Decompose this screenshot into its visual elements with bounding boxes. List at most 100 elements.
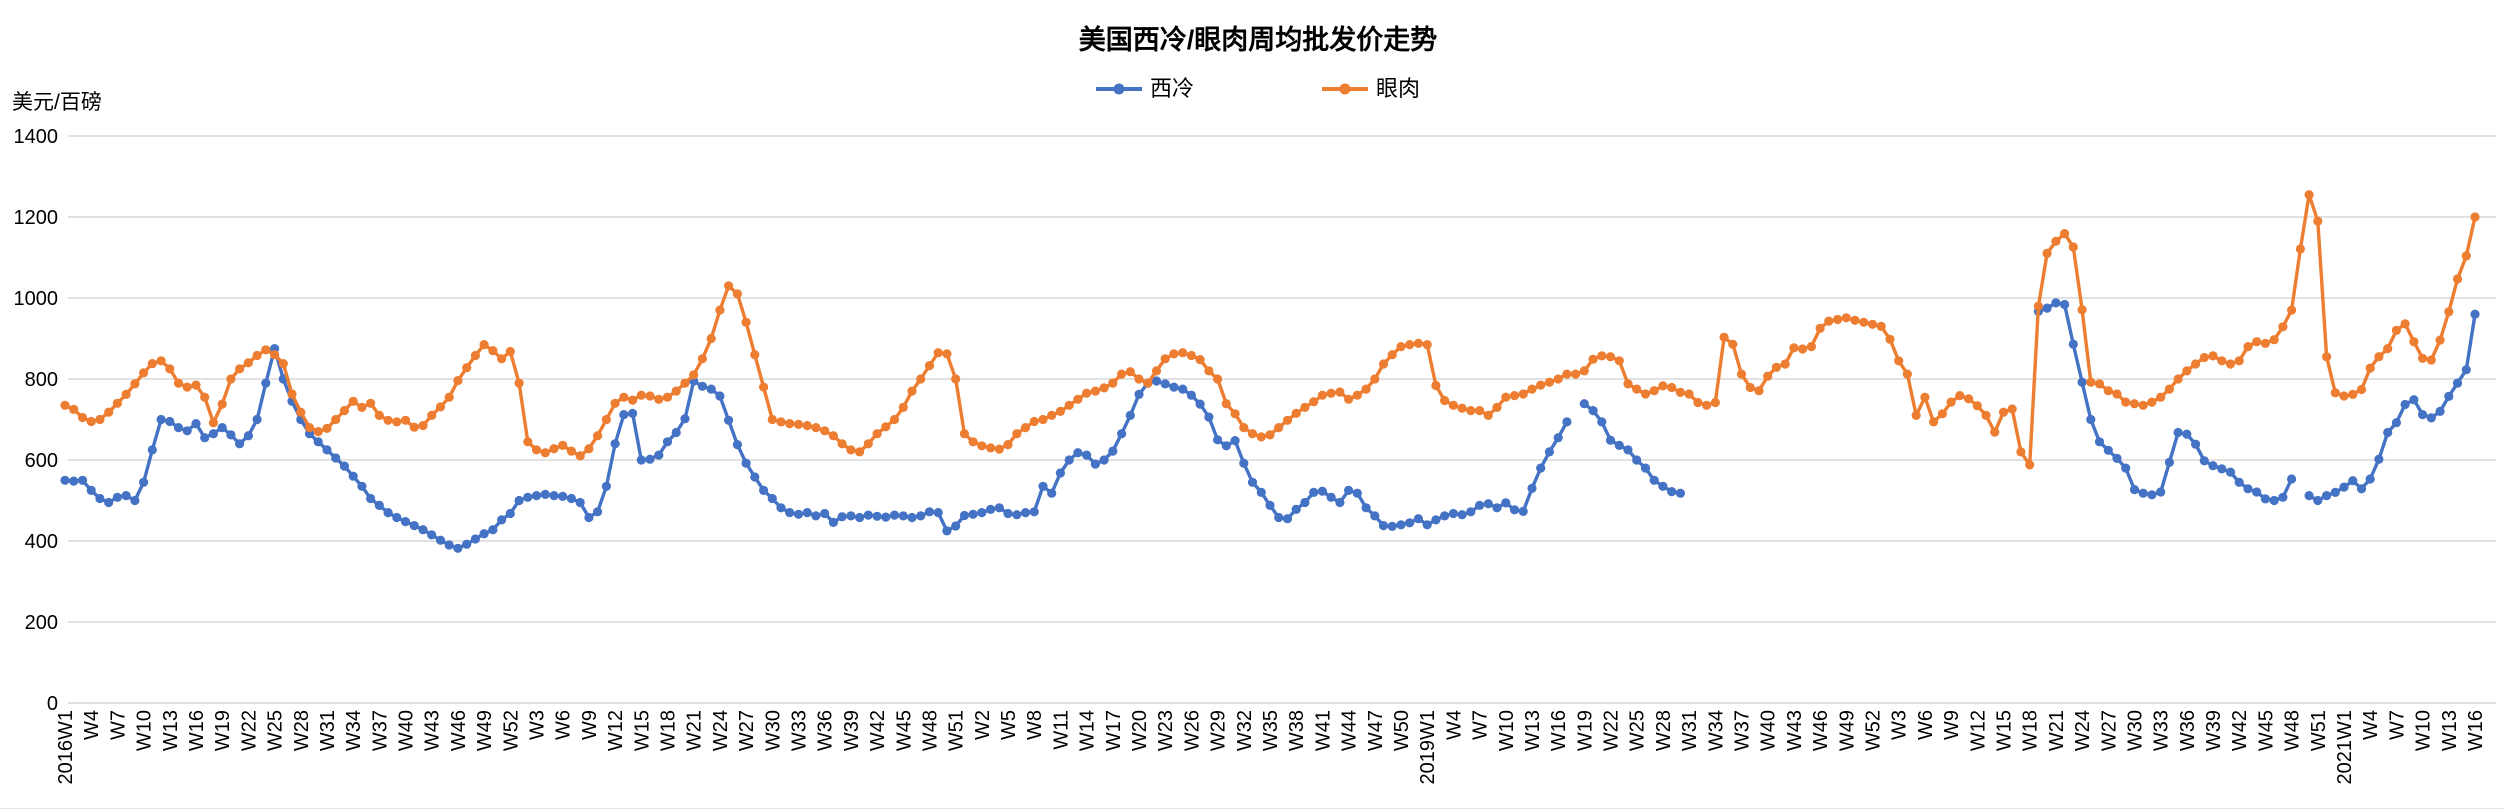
data-point-xileng — [1344, 485, 1354, 495]
data-point-yanrou — [1867, 319, 1878, 329]
data-point-xileng — [2191, 439, 2201, 449]
data-point-xileng — [1518, 506, 1528, 516]
data-point-yanrou — [959, 429, 970, 439]
data-point-yanrou — [907, 386, 917, 396]
x-tick-label: W5 — [998, 710, 1020, 740]
data-point-xileng — [776, 503, 786, 513]
data-point-xileng — [828, 517, 839, 528]
data-point-xileng — [514, 495, 524, 506]
data-point-yanrou — [1614, 356, 1624, 366]
data-point-yanrou — [1117, 369, 1127, 379]
data-point-xileng — [916, 511, 926, 521]
x-tick-label: W3 — [1889, 710, 1911, 740]
data-point-xileng — [1667, 487, 1677, 497]
data-point-yanrou — [1702, 400, 1712, 410]
data-point-yanrou — [252, 350, 262, 361]
data-point-yanrou — [147, 359, 157, 369]
data-point-yanrou — [1169, 349, 1179, 359]
data-point-xileng — [1256, 487, 1266, 497]
data-point-yanrou — [1579, 366, 1589, 376]
data-point-yanrou — [1466, 406, 1476, 416]
data-point-xileng — [470, 534, 480, 544]
data-point-yanrou — [2243, 342, 2253, 352]
data-point-xileng — [366, 493, 376, 504]
data-point-xileng — [86, 485, 96, 495]
data-point-yanrou — [392, 417, 402, 427]
data-point-yanrou — [1195, 355, 1205, 365]
x-tick-label: W34 — [1705, 710, 1727, 751]
data-point-yanrou — [2199, 352, 2209, 363]
data-point-xileng — [191, 419, 201, 429]
data-point-xileng — [1282, 514, 1293, 524]
series-xileng[interactable] — [60, 298, 2480, 553]
x-tick-label: W45 — [2255, 710, 2277, 751]
data-point-yanrou — [2252, 337, 2262, 347]
data-point-yanrou — [2007, 404, 2017, 414]
data-point-xileng — [69, 476, 79, 486]
data-point-yanrou — [191, 380, 201, 390]
data-point-yanrou — [1099, 383, 1109, 393]
x-tick-label: W27 — [736, 710, 758, 751]
data-point-yanrou — [1771, 362, 1781, 372]
data-point-xileng — [977, 507, 987, 518]
data-point-yanrou — [208, 418, 218, 428]
data-point-yanrou — [2461, 251, 2471, 261]
data-point-yanrou — [462, 363, 472, 373]
data-point-xileng — [2260, 494, 2270, 504]
data-point-xileng — [2086, 414, 2096, 425]
data-point-yanrou — [1806, 342, 1816, 352]
data-point-yanrou — [1632, 384, 1642, 394]
data-point-xileng — [1396, 520, 1406, 530]
data-point-yanrou — [785, 419, 795, 429]
data-point-xileng — [924, 507, 935, 517]
yanrou-line-marker-icon — [1322, 83, 1368, 95]
series-yanrou[interactable] — [60, 190, 2480, 470]
x-tick-label: W25 — [1627, 710, 1649, 751]
data-point-yanrou — [1361, 384, 1371, 394]
data-point-xileng — [837, 512, 847, 522]
data-point-yanrou — [2409, 337, 2419, 347]
data-point-xileng — [409, 521, 419, 531]
legend-item-yanrou[interactable]: 眼肉 — [1322, 78, 1420, 100]
data-point-yanrou — [776, 417, 786, 427]
data-point-xileng — [1055, 468, 1065, 478]
data-point-xileng — [2147, 490, 2157, 500]
y-tick-label: 200 — [25, 612, 58, 634]
x-tick-label: W16 — [2465, 710, 2487, 751]
x-tick-label: W26 — [1181, 710, 1203, 751]
data-point-xileng — [1300, 497, 1310, 508]
data-point-yanrou — [427, 410, 437, 420]
data-point-yanrou — [540, 448, 550, 458]
data-point-xileng — [1483, 499, 1493, 509]
data-point-xileng — [444, 540, 454, 550]
data-point-yanrou — [2452, 274, 2463, 284]
data-point-yanrou — [566, 446, 577, 456]
x-tick-label: W4 — [81, 710, 103, 740]
data-point-yanrou — [2426, 355, 2436, 365]
data-point-yanrou — [811, 423, 821, 433]
legend-item-xileng[interactable]: 西冷 — [1095, 78, 1194, 100]
data-point-yanrou — [1151, 366, 1162, 376]
data-point-xileng — [2348, 476, 2358, 486]
data-point-xileng — [584, 512, 594, 523]
data-point-xileng — [235, 439, 245, 449]
x-tick-label: W4 — [2360, 710, 2382, 740]
x-tick-label: W19 — [212, 710, 234, 751]
data-point-xileng — [994, 503, 1004, 513]
data-point-yanrou — [200, 392, 210, 402]
data-point-xileng — [60, 475, 70, 485]
data-point-xileng — [2138, 488, 2148, 498]
data-point-yanrou — [1326, 388, 1336, 398]
x-tick-label: W18 — [2020, 710, 2042, 751]
data-point-xileng — [1160, 379, 1170, 389]
data-point-xileng — [2313, 495, 2323, 506]
data-point-xileng — [1509, 505, 1520, 515]
data-point-yanrou — [619, 392, 629, 402]
data-point-yanrou — [1929, 417, 1939, 427]
data-point-xileng — [846, 511, 856, 521]
data-point-yanrou — [1719, 332, 1729, 342]
data-point-yanrou — [1658, 381, 1668, 391]
x-tick-label: W13 — [160, 710, 182, 751]
data-point-yanrou — [1370, 374, 1380, 384]
data-point-yanrou — [296, 407, 306, 417]
